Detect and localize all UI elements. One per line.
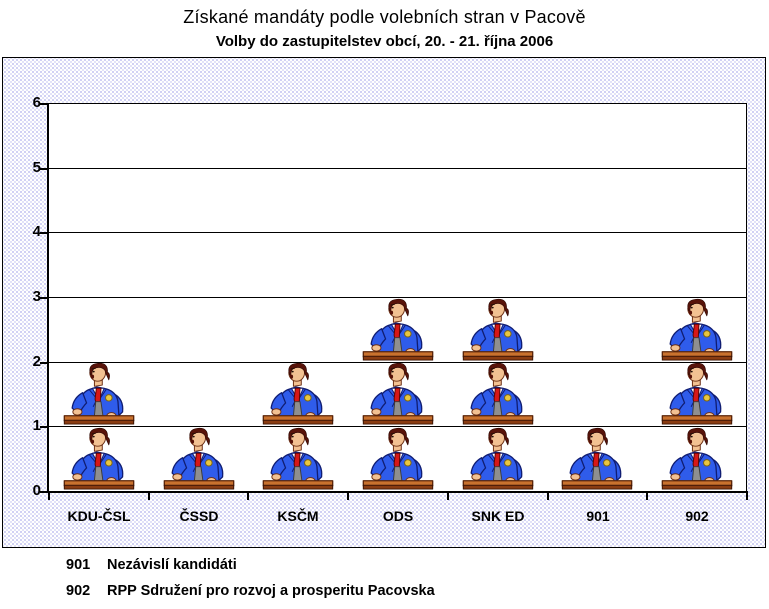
y-axis-label: 2 [32,353,41,370]
y-axis-tick [40,168,47,170]
footnote-code: 902 [66,583,91,599]
y-axis-label: 3 [32,288,41,305]
category-label-6: 901 [586,508,610,524]
x-axis-tick [547,491,549,500]
mandate-figure-ODS-3 [362,298,434,362]
mandate-figure-KSČM-2 [262,362,334,426]
plot-area [49,103,747,491]
mandate-figure-901-1 [561,427,633,491]
y-axis-label: 6 [32,94,41,111]
businessman-icon [262,427,334,490]
mandate-figure-902-3 [661,298,733,362]
y-axis-label: 1 [32,417,41,434]
businessman-icon [362,427,434,490]
chart-subtitle: Volby do zastupitelstev obcí, 20. - 21. … [215,33,554,50]
y-axis-tick [40,426,47,428]
y-axis-line [47,103,49,493]
y-axis-tick [40,297,47,299]
mandate-figure-SNK ED-1 [462,427,534,491]
mandate-figure-KDU-ČSL-2 [63,362,135,426]
x-axis-line [47,491,748,493]
footnote-text: RPP Sdružení pro rozvoj a prosperitu Pac… [107,583,435,599]
footnotes: 901 Nezávislí kandidáti 902 RPP Sdružení… [66,557,746,609]
x-axis-tick [247,491,249,500]
y-axis-label: 4 [32,223,41,240]
x-axis-tick [48,491,50,500]
businessman-icon [63,427,135,490]
chart-title: Získané mandáty podle volebních stran v … [183,7,586,27]
y-axis-label: 5 [32,159,41,176]
x-axis-tick [347,491,349,500]
businessman-icon [362,362,434,425]
businessman-icon [63,362,135,425]
gridline-y1 [49,426,747,427]
businessman-icon [462,362,534,425]
y-axis-tick [40,491,47,493]
y-axis-tick [40,103,47,105]
gridline-y4 [49,232,747,233]
footnote-row: 902 RPP Sdružení pro rozvoj a prosperitu… [66,583,746,599]
businessman-icon [561,427,633,490]
y-axis-tick [40,232,47,234]
category-label-1: KDU-ČSL [67,508,131,524]
y-axis-tick [40,362,47,364]
mandate-figure-ČSSD-1 [163,427,235,491]
businessman-icon [462,427,534,490]
mandate-figure-ODS-1 [362,427,434,491]
businessman-icon [661,362,733,425]
category-label-4: ODS [382,508,414,524]
mandate-figure-ODS-2 [362,362,434,426]
businessman-icon [362,298,434,361]
gridline-y5 [49,168,747,169]
businessman-icon [462,298,534,361]
mandate-figure-KDU-ČSL-1 [63,427,135,491]
mandate-figure-SNK ED-2 [462,362,534,426]
category-label-5: SNK ED [471,508,525,524]
businessman-icon [661,298,733,361]
businessman-icon [262,362,334,425]
footnote-row: 901 Nezávislí kandidáti [66,557,746,573]
x-axis-tick [148,491,150,500]
mandate-figure-902-2 [661,362,733,426]
businessman-icon [163,427,235,490]
businessman-icon [661,427,733,490]
x-axis-tick [447,491,449,500]
x-axis-tick [646,491,648,500]
mandate-figure-SNK ED-3 [462,298,534,362]
x-axis-tick [746,491,748,500]
category-label-3: KSČM [277,508,319,524]
y-axis-label: 0 [32,482,41,499]
gridline-y6 [49,103,747,104]
chart-frame: 0 1 2 3 4 5 6 KDU-ČSL ČSSD KSČM ODS SNK ED 901 902 [2,57,766,548]
category-label-7: 902 [685,508,709,524]
footnote-text: Nezávislí kandidáti [107,557,237,573]
gridline-y3 [49,297,747,298]
category-label-2: ČSSD [179,508,219,524]
mandate-figure-902-1 [661,427,733,491]
gridline-y2 [49,362,747,363]
mandate-figure-KSČM-1 [262,427,334,491]
footnote-code: 901 [66,557,91,573]
